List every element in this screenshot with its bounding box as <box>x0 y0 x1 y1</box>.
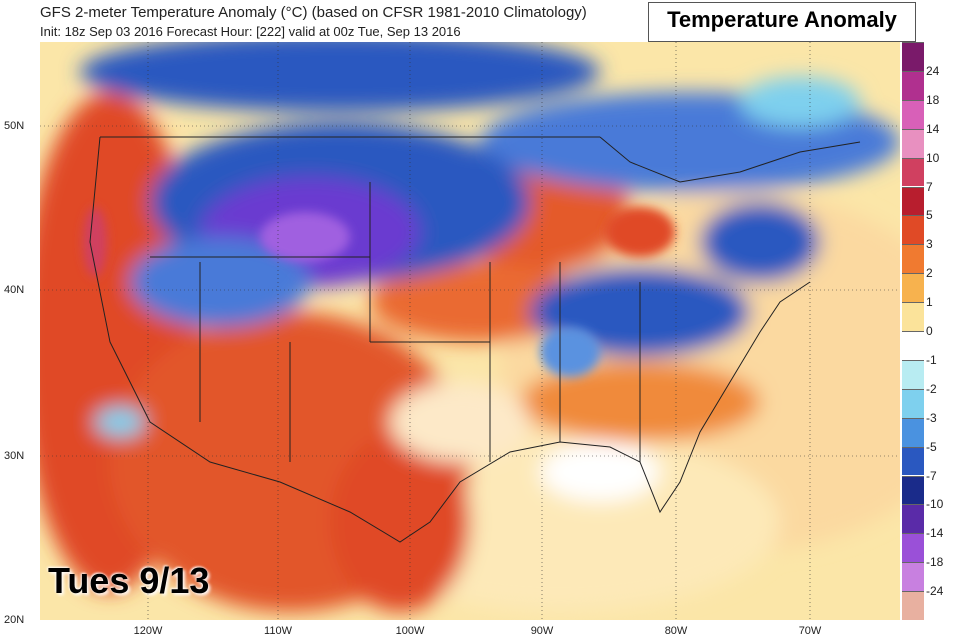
colorbar-label: 0 <box>926 324 933 338</box>
colorbar-label: -24 <box>926 584 944 599</box>
latitude-label: 20N <box>4 614 25 626</box>
colorbar-swatch <box>902 99 924 129</box>
longitude-label: 70W <box>798 625 822 637</box>
longitude-label: 110W <box>264 625 292 637</box>
map-title: GFS 2-meter Temperature Anomaly (°C) (ba… <box>40 4 587 21</box>
colorbar-swatch <box>902 302 924 331</box>
longitude-label: 100W <box>395 625 425 637</box>
colorbar-swatch <box>902 331 924 360</box>
colorbar-swatch <box>902 591 924 620</box>
colorbar-swatch <box>902 157 924 187</box>
colorbar-label: -10 <box>926 497 944 512</box>
colorbar-swatch <box>902 128 924 158</box>
colorbar-label: 14 <box>926 121 940 136</box>
colorbar-swatch <box>902 504 924 534</box>
latitude-label: 50N <box>4 120 25 132</box>
colorbar-labels: 24 18 14 10 7 5 3 2 1 0 -1 -2 -3 -5 -7 -10 -14 -18 -24 <box>926 42 960 620</box>
colorbar-label: 24 <box>926 63 940 78</box>
colorbar-swatch <box>902 244 924 274</box>
longitude-label: 120W <box>133 625 163 637</box>
longitude-label: 90W <box>530 625 554 637</box>
colorbar-label: 18 <box>926 92 940 107</box>
longitude-label: 80W <box>664 625 688 637</box>
colorbar-label: -3 <box>926 410 937 425</box>
latitude-label: 30N <box>4 450 25 462</box>
date-label: Tues 9/13 <box>48 560 210 601</box>
colorbar-label: 2 <box>926 266 933 281</box>
map-badge-label: Temperature Anomaly <box>667 7 897 32</box>
colorbar-swatch <box>902 70 924 100</box>
colorbar-swatch <box>902 417 924 447</box>
colorbar-swatch <box>902 215 924 245</box>
latitude-label: 40N <box>4 284 25 296</box>
graticule <box>40 42 900 620</box>
colorbar-label: 3 <box>926 237 933 252</box>
anomaly-detail <box>83 207 675 377</box>
colorbar-swatch <box>902 359 924 389</box>
colorbar-label: -18 <box>926 555 944 570</box>
map-header: GFS 2-meter Temperature Anomaly (°C) (ba… <box>0 0 960 42</box>
colorbar-label: -14 <box>926 526 944 541</box>
colorbar-label: -5 <box>926 439 937 454</box>
colorbar-label: -1 <box>926 352 937 367</box>
colorbar <box>902 42 924 620</box>
colorbar-swatch <box>902 562 924 592</box>
colorbar-label: -2 <box>926 381 937 396</box>
colorbar-label: 5 <box>926 208 933 223</box>
colorbar-label: 10 <box>926 150 940 165</box>
colorbar-swatch <box>902 273 924 303</box>
colorbar-swatch <box>902 388 924 418</box>
colorbar-swatch <box>902 475 924 505</box>
map-subtitle: Init: 18z Sep 03 2016 Forecast Hour: [22… <box>40 24 461 39</box>
anomaly-field <box>40 42 900 612</box>
anomaly-map-svg <box>40 42 900 620</box>
colorbar-swatch <box>902 186 924 216</box>
colorbar-label: -7 <box>926 468 937 483</box>
colorbar-swatch <box>902 533 924 563</box>
colorbar-swatch <box>902 42 924 71</box>
colorbar-label: 1 <box>926 295 933 310</box>
anomaly-map <box>40 42 900 620</box>
colorbar-swatch <box>902 446 924 476</box>
map-badge: Temperature Anomaly <box>648 2 916 42</box>
colorbar-label: 7 <box>926 179 933 194</box>
